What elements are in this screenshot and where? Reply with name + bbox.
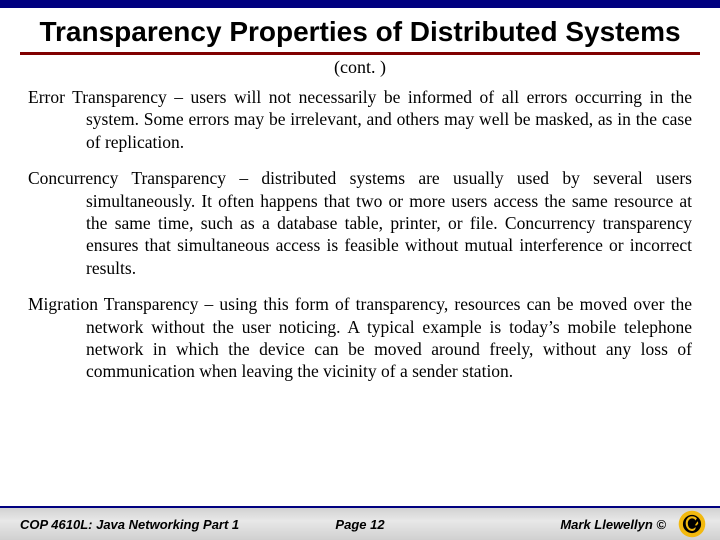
footer-page: Page 12 [335, 517, 384, 532]
paragraph: Migration Transparency – using this form… [28, 293, 692, 383]
footer-course: COP 4610L: Java Networking Part 1 [20, 517, 239, 532]
title-underline [20, 52, 700, 55]
paragraph: Error Transparency – users will not nece… [28, 86, 692, 153]
footer-bar: COP 4610L: Java Networking Part 1 Page 1… [0, 506, 720, 540]
footer-right-group: Mark Llewellyn © [560, 510, 706, 538]
slide-subtitle: (cont. ) [0, 57, 720, 78]
slide-body: Error Transparency – users will not nece… [0, 78, 720, 383]
slide-title: Transparency Properties of Distributed S… [0, 16, 720, 48]
ucf-pegasus-logo-icon [678, 510, 706, 538]
paragraph: Concurrency Transparency – distributed s… [28, 167, 692, 279]
slide: Transparency Properties of Distributed S… [0, 0, 720, 540]
footer-author: Mark Llewellyn © [560, 517, 666, 532]
